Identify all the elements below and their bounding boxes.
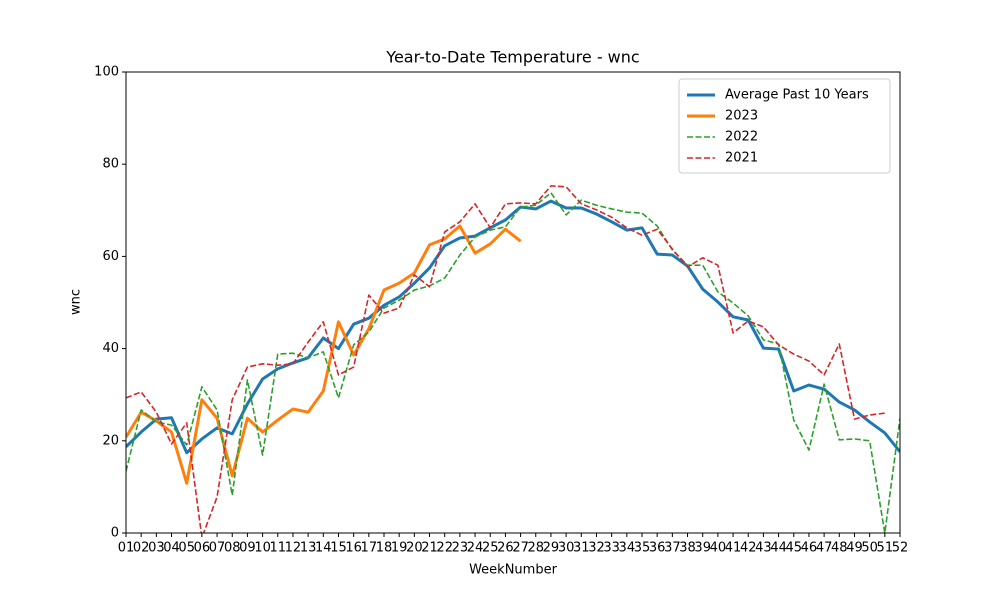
x-tick-label: 13: [300, 541, 317, 556]
x-tick-label: 30: [558, 541, 575, 556]
x-tick-label: 29: [543, 541, 560, 556]
x-tick-label: 14: [315, 541, 332, 556]
plot-lines: [126, 185, 900, 533]
series-line: [126, 185, 885, 533]
series-line: [126, 224, 522, 485]
x-tick-label: 07: [209, 541, 226, 556]
y-tick-label: 40: [102, 341, 119, 356]
x-tick-label: 41: [725, 541, 742, 556]
legend-label: 2023: [725, 109, 758, 124]
legend-label: Average Past 10 Years: [725, 88, 869, 103]
x-tick-label: 35: [634, 541, 651, 556]
x-tick-label: 05: [178, 541, 195, 556]
y-tick-label: 20: [102, 433, 119, 448]
x-tick-label: 03: [148, 541, 165, 556]
legend-box: [678, 78, 891, 174]
x-tick-label: 50: [861, 541, 878, 556]
y-axis-label: wnc: [69, 289, 84, 315]
x-tick-label: 18: [376, 541, 393, 556]
x-tick-label: 32: [588, 541, 605, 556]
x-tick-label: 19: [391, 541, 408, 556]
legend-label: 2021: [725, 151, 758, 166]
y-tick-label: 100: [94, 65, 119, 80]
y-tick-label: 80: [102, 157, 119, 172]
x-tick-label: 52: [892, 541, 909, 556]
x-tick-label: 15: [330, 541, 347, 556]
x-tick-label: 49: [846, 541, 863, 556]
x-tick-label: 47: [816, 541, 833, 556]
chart-title: Year-to-Date Temperature - wnc: [385, 48, 639, 67]
x-tick-label: 23: [452, 541, 469, 556]
x-tick-label: 43: [755, 541, 772, 556]
x-tick-label: 48: [831, 541, 848, 556]
x-tick-label: 27: [512, 541, 529, 556]
x-axis-label: WeekNumber: [469, 563, 557, 578]
x-tick-label: 25: [482, 541, 499, 556]
x-tick-label: 16: [345, 541, 362, 556]
y-tick-label: 0: [111, 526, 119, 541]
x-tick-label: 36: [649, 541, 666, 556]
x-tick-label: 40: [710, 541, 727, 556]
x-tick-label: 17: [361, 541, 378, 556]
x-tick-label: 08: [224, 541, 241, 556]
legend: Average Past 10 Years 2023 2022 2021: [678, 78, 891, 174]
x-tick-label: 20: [406, 541, 423, 556]
x-tick-label: 37: [664, 541, 681, 556]
x-tick-label: 12: [285, 541, 302, 556]
series-line: [126, 191, 900, 533]
y-tick-label: 60: [102, 249, 119, 264]
x-tick-label: 28: [527, 541, 544, 556]
x-tick-label: 06: [194, 541, 211, 556]
x-tick-label: 51: [877, 541, 894, 556]
x-tick-label: 34: [619, 541, 636, 556]
x-tick-label: 38: [679, 541, 696, 556]
x-tick-label: 42: [740, 541, 757, 556]
x-tick-label: 31: [573, 541, 590, 556]
x-tick-label: 02: [133, 541, 150, 556]
x-tick-label: 01: [118, 541, 135, 556]
plot-frame: [125, 71, 901, 534]
x-tick-label: 10: [254, 541, 271, 556]
x-tick-label: 26: [497, 541, 514, 556]
x-tick-label: 21: [421, 541, 438, 556]
x-tick-label: 04: [163, 541, 180, 556]
x-tick-label: 33: [603, 541, 620, 556]
legend-label: 2022: [725, 130, 758, 145]
x-tick-label: 46: [801, 541, 818, 556]
series-line: [126, 199, 900, 455]
x-tick-label: 39: [694, 541, 711, 556]
x-tick-label: 24: [467, 541, 484, 556]
x-tick-label: 44: [770, 541, 787, 556]
x-tick-label: 22: [436, 541, 453, 556]
x-tick-label: 45: [785, 541, 802, 556]
x-tick-label: 11: [269, 541, 286, 556]
x-tick-label: 09: [239, 541, 256, 556]
